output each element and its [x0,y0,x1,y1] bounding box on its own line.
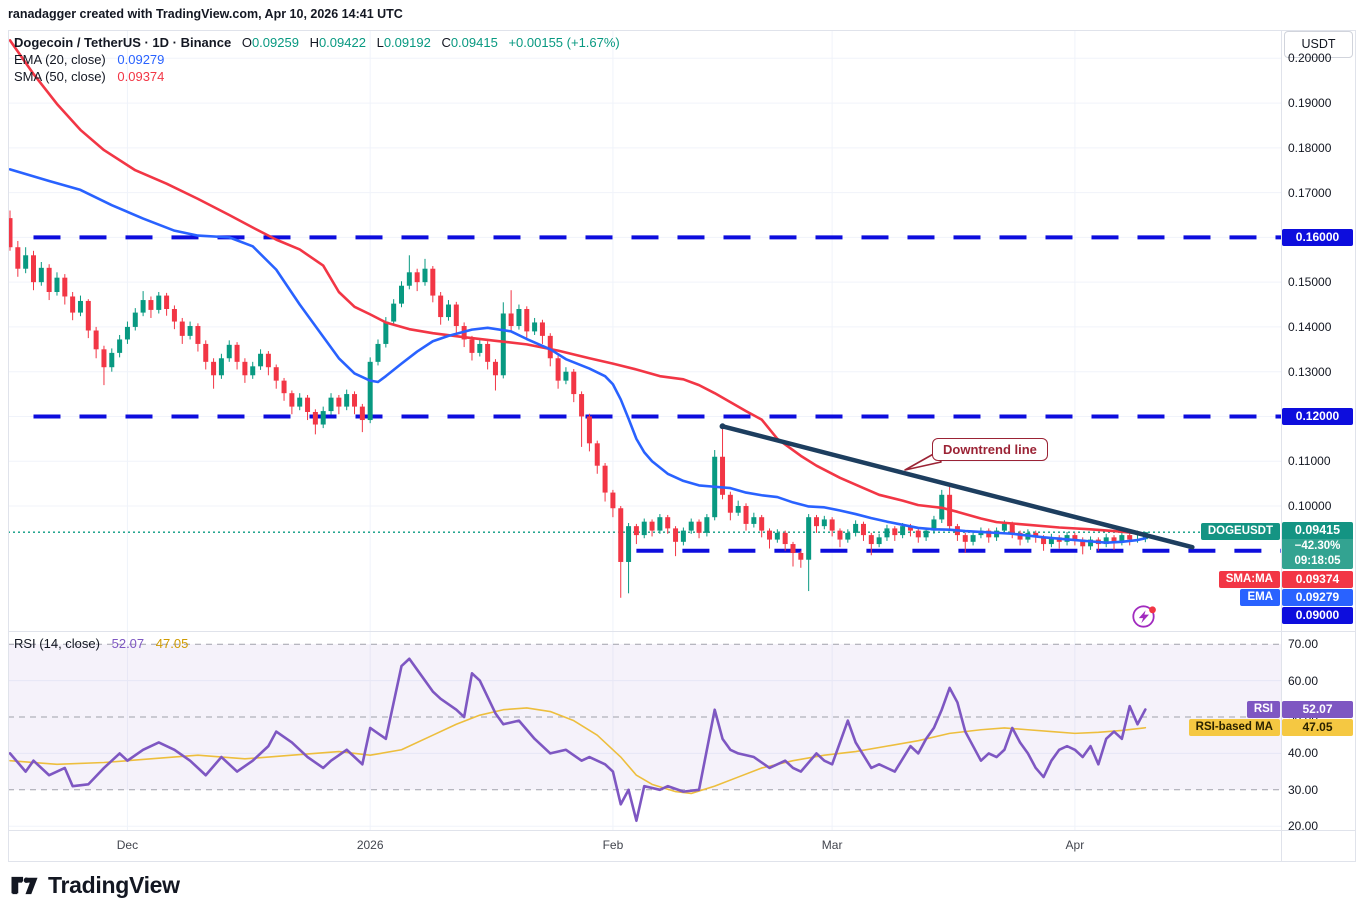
price-tick-label: 0.10000 [1288,499,1332,513]
change-percent-value: −42.30% [1282,539,1353,554]
ema-price-badge: 0.09279 [1282,589,1353,606]
rsi-tick-label: 60.00 [1288,673,1319,688]
ema-series-tag: EMA [1240,589,1280,606]
rsi-value-badge: 52.07 [1282,701,1353,718]
open-label: O [241,35,252,50]
time-axis-label-feb: Feb [602,838,624,852]
price-tick-label: 0.19000 [1288,96,1332,111]
mid-level-badge: 0.12000 [1282,408,1353,425]
tradingview-logo-text: TradingView [48,872,180,898]
rsi-ma-value-badge: 47.05 [1282,719,1353,736]
time-axis-label-apr: Apr [1065,838,1085,852]
tradingview-logo[interactable]: TradingView [10,872,180,899]
symbol-legend-row[interactable]: Dogecoin / TetherUS · 1D · Binance O0.09… [14,34,620,51]
frame-bottom-border [8,861,1356,862]
rsi-tick-label: 30.00 [1288,782,1319,797]
downtrend-line-callout[interactable]: Downtrend line [932,438,1048,461]
ema-indicator-label: EMA (20, close) [14,52,106,67]
symbol-price-tag: DOGEUSDT [1200,523,1280,540]
rsi-legend-row[interactable]: RSI (14, close) 52.07 47.05 [14,636,188,651]
pane-divider [8,631,1356,632]
frame-right-border [1355,30,1356,861]
rsi-ma-indicator-value: 47.05 [155,636,189,651]
frame-top-border [8,30,1356,31]
last-price-badge: 0.09415 −42.30% 09:18:05 [1282,522,1353,569]
price-tick-label: 0.13000 [1288,364,1332,379]
sma-series-tag: SMA:MA [1218,571,1280,588]
bar-countdown: 09:18:05 [1282,554,1353,569]
price-tick-label: 0.18000 [1288,140,1332,155]
price-tick-label: 0.17000 [1288,185,1332,200]
price-tick-label: 0.11000 [1288,454,1331,469]
frame-left-border [8,30,9,861]
currency-toggle-button[interactable]: USDT [1284,31,1353,58]
sma-price-badge: 0.09374 [1282,571,1353,588]
chart-legend: Dogecoin / TetherUS · 1D · Binance O0.09… [14,34,620,85]
rsi-tick-label: 20.00 [1288,819,1319,834]
tradingview-logo-icon [11,876,38,895]
symbol-title: Dogecoin / TetherUS · 1D · Binance [14,35,232,50]
price-tick-label: 0.20000 [1288,51,1332,66]
ema-legend-row[interactable]: EMA (20, close) 0.09279 [14,51,620,68]
resistance-level-badge: 0.16000 [1282,229,1353,246]
close-value: 0.09415 [450,35,498,50]
high-value: 0.09422 [318,35,366,50]
rsi-tick-label: 40.00 [1288,746,1319,761]
close-label: C [441,35,451,50]
time-axis-label-2026: 2026 [356,838,384,852]
rsi-tick-label: 70.00 [1288,637,1319,652]
support-level-badge: 0.09000 [1282,607,1353,624]
sma-indicator-label: SMA (50, close) [14,69,106,84]
time-axis-border [8,830,1356,831]
rsi-series-tag: RSI [1246,701,1280,718]
change-value: +0.00155 (+1.67%) [508,35,620,50]
sma-indicator-value: 0.09374 [117,69,165,84]
open-value: 0.09259 [251,35,299,50]
rsi-indicator-label: RSI (14, close) [14,636,100,651]
time-axis-label-dec: Dec [116,838,139,852]
sma-legend-row[interactable]: SMA (50, close) 0.09374 [14,68,620,85]
price-axis-separator [1281,30,1282,861]
ema-indicator-value: 0.09279 [117,52,165,67]
last-price-value: 0.09415 [1282,522,1353,539]
time-axis-label-mar: Mar [821,838,843,852]
low-label: L [376,35,384,50]
rsi-ma-series-tag: RSI-based MA [1188,719,1280,736]
price-tick-label: 0.15000 [1288,275,1332,290]
rsi-indicator-value: 52.07 [111,636,145,651]
high-label: H [309,35,319,50]
price-tick-label: 0.14000 [1288,319,1332,334]
lightning-icon[interactable] [1131,603,1158,630]
low-value: 0.09192 [383,35,431,50]
attribution-text: ranadagger created with TradingView.com,… [8,7,403,21]
